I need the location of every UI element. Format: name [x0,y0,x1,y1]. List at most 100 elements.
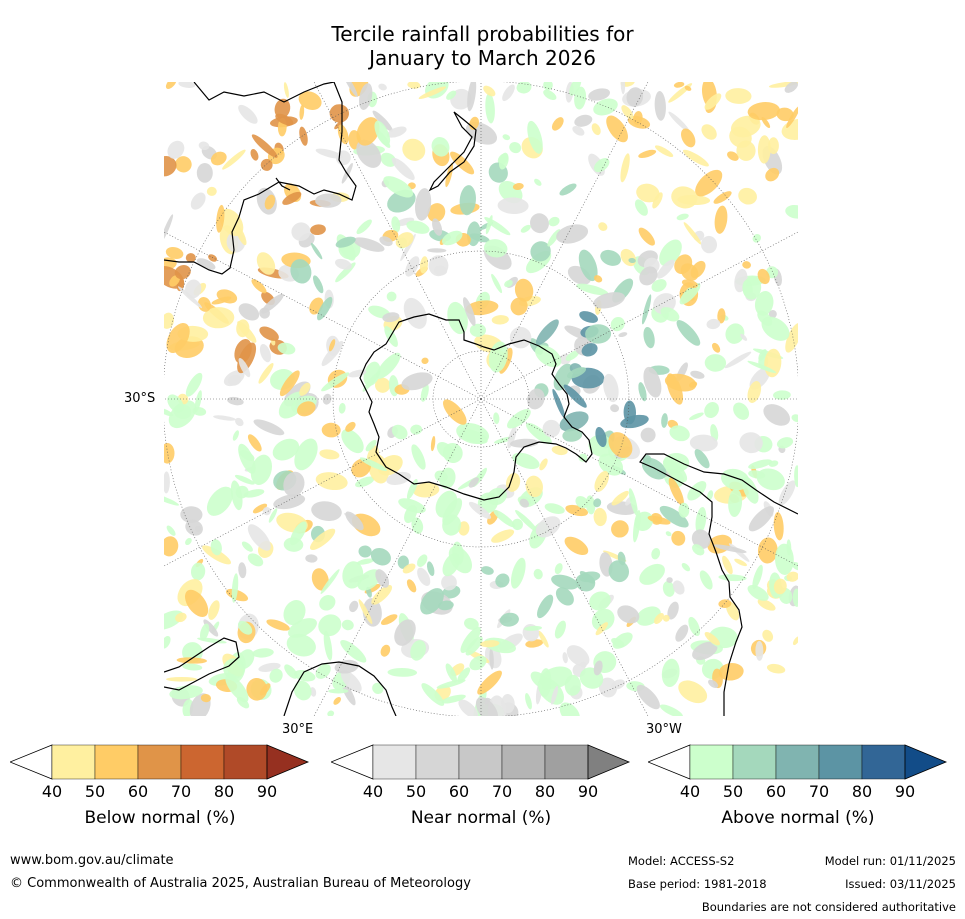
shading-patch [660,307,680,322]
shading-patch [235,485,249,499]
shading-patch [603,373,619,403]
shading-patch [509,438,539,448]
shading-patch [497,197,529,215]
shading-patch [375,569,390,588]
shading-patch [235,417,244,427]
shading-patch [283,471,305,497]
shading-patch [554,563,563,575]
shading-patch [731,115,761,138]
shading-patch [718,599,732,609]
shading-patch [530,241,551,262]
shading-patch [169,685,203,700]
shading-patch [724,351,752,369]
shading-patch [683,222,702,245]
shading-patch [569,82,582,96]
shading-patch [659,704,683,716]
shading-patch [386,291,397,302]
shading-patch [238,104,258,124]
legend-arrow-low [648,744,691,780]
shading-patch [555,587,574,606]
shading-patch [707,490,714,501]
shading-patch [441,694,466,704]
shading-patch [689,412,704,421]
shading-patch [525,639,544,648]
shading-patch [290,259,312,284]
shading-patch [656,259,675,279]
shading-patch [578,453,588,462]
shading-patch [372,682,384,695]
shading-patch [441,574,457,591]
shading-patch [733,402,750,420]
shading-patch [491,273,503,294]
shading-patch [355,476,375,488]
shading-patch [483,239,508,258]
shading-patch [378,83,387,91]
shading-patch [299,382,311,396]
shading-patch [727,151,739,161]
legend-swatch [732,744,777,780]
shading-patch [371,585,393,605]
shading-patch [620,414,649,429]
shading-patch [164,636,171,649]
shading-patch [593,98,618,116]
shading-patch [739,432,763,454]
shading-patch [640,427,656,443]
shading-patch [633,111,643,125]
shading-patch [742,261,751,269]
shading-patch [174,264,191,280]
shading-patch [272,438,300,461]
shading-patch [317,296,333,321]
legend-swatch [544,744,589,780]
shading-patch [628,488,638,516]
shading-patch [509,142,522,154]
shading-patch [785,204,798,219]
shading-patch [236,319,250,338]
shading-patch [563,384,587,408]
shading-patch [283,82,289,98]
shading-patch [499,612,519,627]
shading-patch [164,312,175,329]
shading-patch [611,520,629,538]
shading-patch [370,547,391,566]
shading-patch [666,577,673,584]
shading-patch [261,293,284,314]
shading-patch [752,564,763,590]
shading-patch [661,413,668,428]
shading-patch [403,297,427,329]
shading-patch [252,503,268,514]
shading-patch [421,683,445,706]
shading-patch [376,352,401,379]
legend-tick: 70 [170,782,192,801]
shading-patch [311,501,342,521]
footer-base-period: Base period: 1981-2018 [628,877,767,891]
shading-patch [309,687,317,697]
shading-patch [232,430,240,441]
legend-tick: 50 [405,782,427,801]
shading-patch [692,641,718,661]
shading-patch [298,91,322,110]
legend-swatch [458,744,503,780]
shading-patch [543,89,557,101]
shading-patch [260,158,273,171]
shading-patch [608,560,630,583]
shading-patch [638,382,647,402]
shading-patch [359,457,388,472]
shading-patch [431,137,450,157]
shading-patch [417,554,428,567]
shading-patch [678,502,690,518]
shading-patch [559,702,580,716]
shading-patch [420,383,429,402]
shading-patch [164,257,177,270]
shading-patch [185,537,192,546]
shading-patch [169,274,180,287]
shading-patch [491,315,509,325]
shading-patch [551,117,564,131]
shading-patch [699,570,713,590]
footer-url: www.bom.gov.au/climate [10,853,174,868]
legend-tick: 70 [491,782,513,801]
shading-patch [734,558,747,567]
shading-patch [173,404,192,419]
shading-patch [718,663,744,681]
shading-patch [442,498,463,526]
legend-tick: 50 [84,782,106,801]
